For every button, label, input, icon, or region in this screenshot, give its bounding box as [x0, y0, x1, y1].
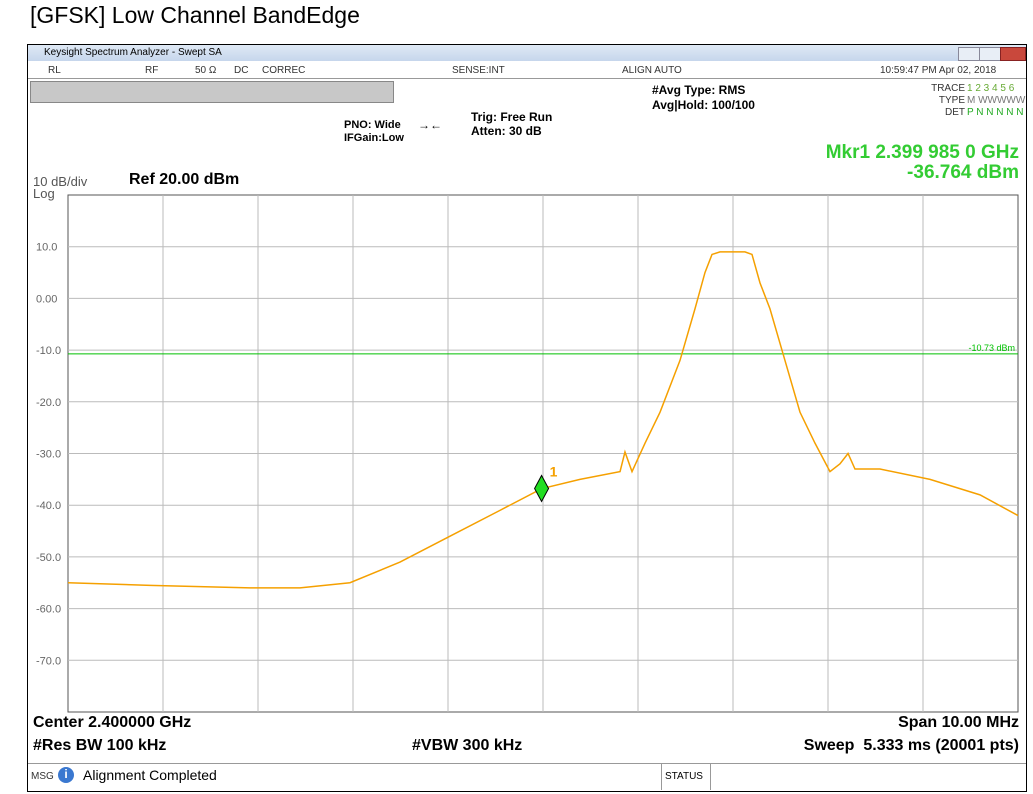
status-item: DC	[234, 65, 249, 76]
page-title: [GFSK] Low Channel BandEdge	[30, 2, 360, 28]
status-item: ALIGN AUTO	[622, 65, 682, 76]
y-tick-label: 10.0	[36, 242, 57, 254]
atten: Atten: 30 dB	[471, 124, 542, 138]
marker-freq: Mkr1 2.399 985 0 GHz	[825, 142, 1019, 163]
trace-label: TRACE	[931, 83, 965, 94]
rbw: #Res BW 100 kHz	[33, 737, 167, 754]
status-label: STATUS	[665, 771, 703, 782]
status-item: SENSE:INT	[452, 65, 505, 76]
pno: PNO: Wide	[344, 119, 401, 131]
status-item: CORREC	[262, 65, 306, 76]
message: Alignment Completed	[83, 767, 217, 783]
scale-mode: Log	[33, 186, 55, 201]
trig: Trig: Free Run	[471, 110, 553, 124]
avg-type: #Avg Type: RMS	[652, 83, 746, 97]
status-item: RF	[145, 65, 159, 76]
status-box	[661, 763, 711, 790]
det-label: DET	[945, 107, 965, 118]
y-tick-label: -70.0	[36, 655, 61, 667]
span: Span 10.00 MHz	[898, 714, 1019, 731]
info-icon: i	[58, 767, 74, 783]
y-tick-label: 0.00	[36, 293, 57, 305]
y-tick-label: -60.0	[36, 604, 61, 616]
vbw: #VBW 300 kHz	[412, 737, 523, 754]
status-item: 10:59:47 PM Apr 02, 2018	[880, 65, 997, 76]
type-label: TYPE	[938, 95, 965, 106]
det-value: P N N N N N	[967, 107, 1024, 118]
y-tick-label: -10.0	[36, 345, 61, 357]
scale-per-div: 10 dB/div	[33, 174, 88, 189]
marker	[534, 474, 550, 503]
y-tick-label: -30.0	[36, 449, 61, 461]
sweep: Sweep 5.333 ms (20001 pts)	[803, 737, 1019, 754]
close-button[interactable]	[1000, 47, 1026, 61]
window-title: Keysight Spectrum Analyzer - Swept SA	[44, 47, 222, 58]
title-bar	[28, 45, 1026, 61]
marker-label: 1	[550, 463, 558, 479]
y-tick-label: -50.0	[36, 552, 61, 564]
status-item: RL	[48, 65, 61, 76]
input-box	[30, 81, 394, 103]
ifgain: IFGain:Low	[344, 132, 404, 144]
status-row	[28, 62, 1026, 79]
trace-numbers: 1 2 3 4 5 6	[967, 83, 1015, 94]
trace	[67, 251, 1019, 589]
arrow-icon: →←	[418, 118, 442, 132]
display-line-label: -10.73 dBm	[968, 343, 1015, 353]
avg-hold: Avg|Hold: 100/100	[652, 98, 755, 112]
msg-label: MSG	[31, 771, 54, 782]
type-value: M WWWWW	[967, 95, 1026, 106]
status-item: 50 Ω	[195, 65, 217, 76]
y-tick-label: -20.0	[36, 397, 61, 409]
marker-level: -36.764 dBm	[907, 162, 1019, 183]
message-bar	[28, 763, 1026, 791]
y-tick-label: -40.0	[36, 500, 61, 512]
center-freq: Center 2.400000 GHz	[33, 714, 192, 731]
ref-level: Ref 20.00 dBm	[129, 171, 240, 188]
